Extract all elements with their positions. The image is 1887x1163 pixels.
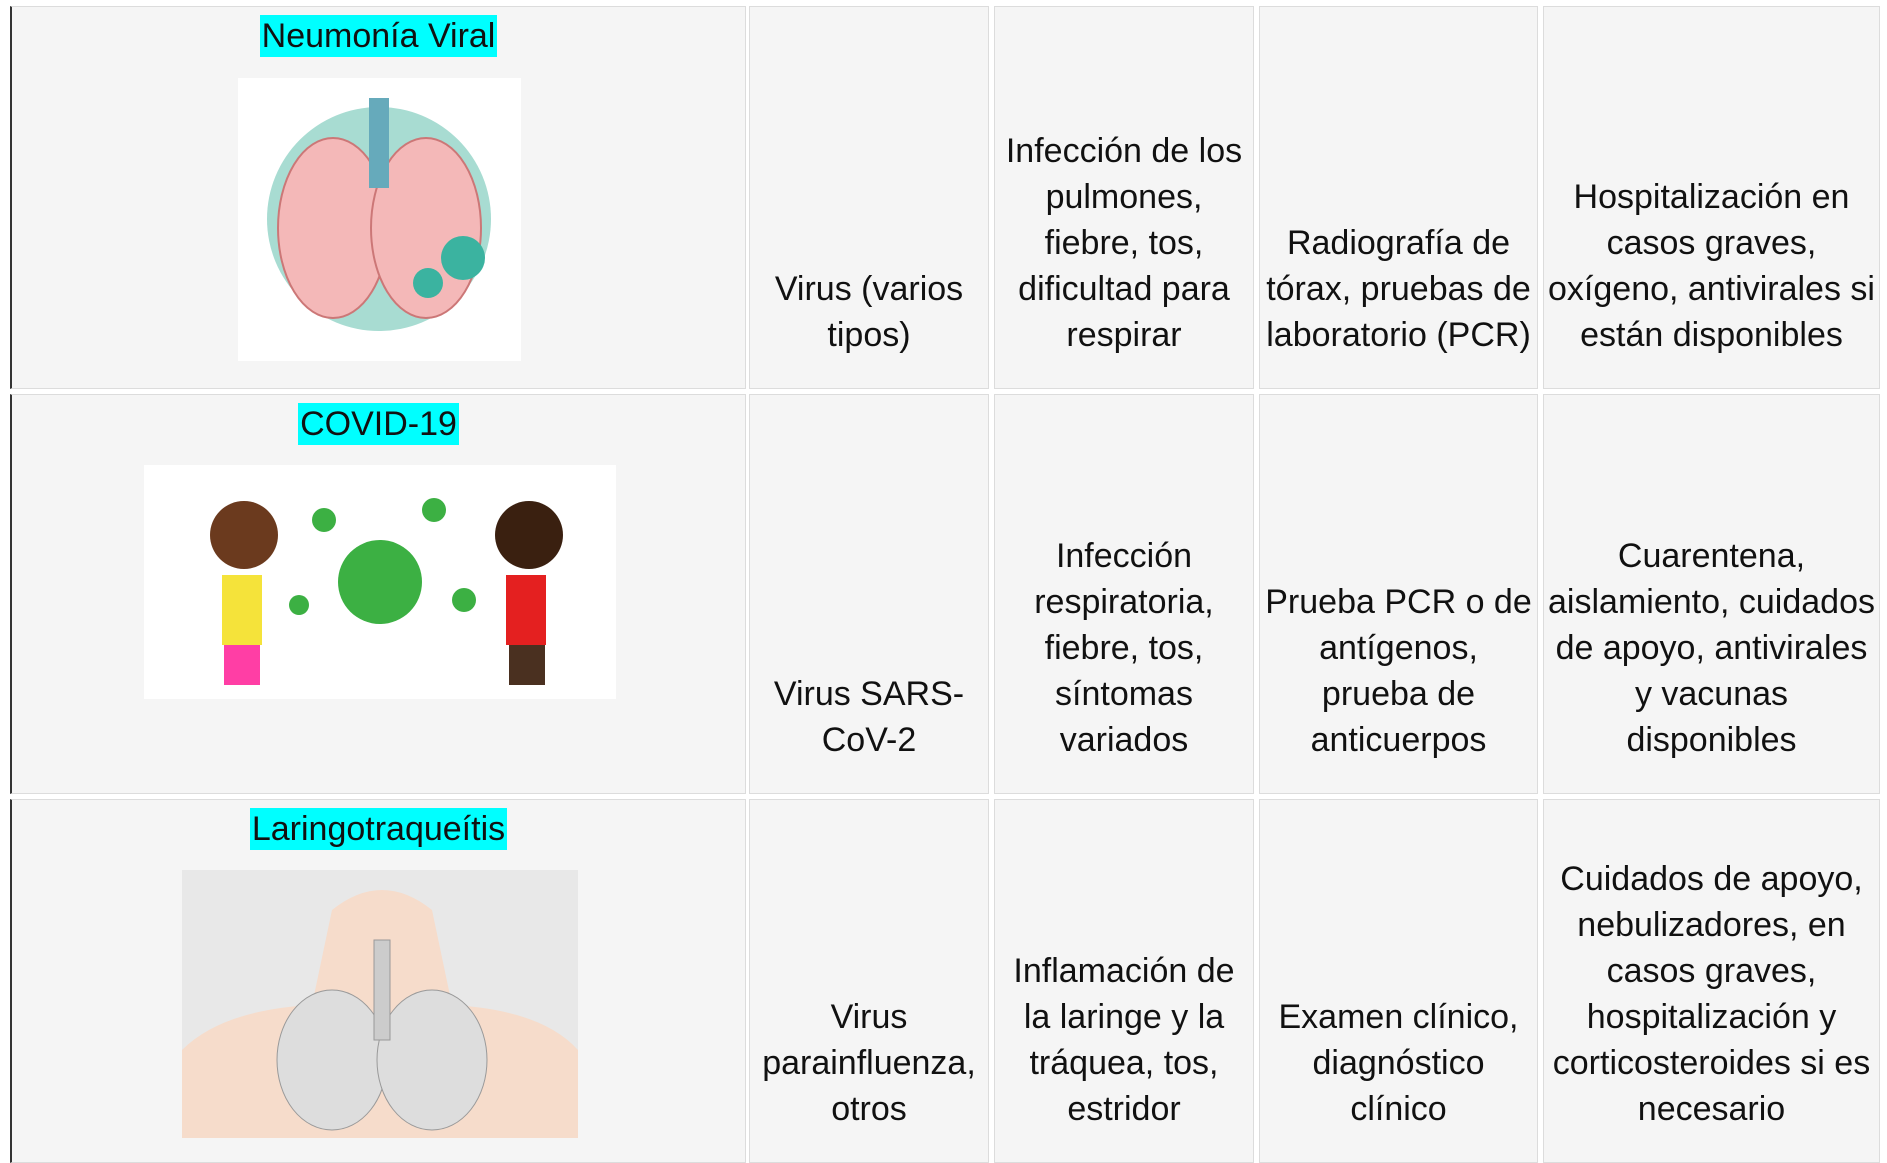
cell-text: Hospitalización en casos graves, oxígeno… — [1548, 178, 1875, 354]
cell-text: Radiografía de tórax, pruebas de laborat… — [1266, 224, 1531, 354]
table-cell: Inflamación de la laringe y la tráquea, … — [994, 799, 1254, 1163]
table-cell: Cuidados de apoyo, nebulizadores, en cas… — [1543, 799, 1880, 1163]
cell-text: Virus SARS-CoV-2 — [773, 675, 965, 759]
table-cell: Virus (varios tipos) — [749, 6, 989, 389]
illustration — [144, 465, 616, 699]
cell-text: Prueba PCR o de antígenos, prueba de ant… — [1265, 583, 1532, 759]
table-cell: Prueba PCR o de antígenos, prueba de ant… — [1259, 394, 1538, 794]
table-cell: Radiografía de tórax, pruebas de laborat… — [1259, 6, 1538, 389]
cell-text: Cuidados de apoyo, nebulizadores, en cas… — [1552, 860, 1871, 1128]
cell-text: Inflamación de la laringe y la tráquea, … — [1013, 952, 1235, 1128]
table-cell: Infección de los pulmones, fiebre, tos, … — [994, 6, 1254, 389]
illustration — [238, 78, 521, 361]
illustration — [182, 870, 578, 1138]
table-cell: Virus SARS-CoV-2 — [749, 394, 989, 794]
cell-text: Cuarentena, aislamiento, cuidados de apo… — [1548, 537, 1875, 759]
table-cell: Infección respiratoria, fiebre, tos, sín… — [994, 394, 1254, 794]
cell-text: Virus parainfluenza, otros — [762, 998, 976, 1128]
table-cell: Virus parainfluenza, otros — [749, 799, 989, 1163]
cell-text: Infección de los pulmones, fiebre, tos, … — [1005, 132, 1243, 354]
disease-title: COVID-19 — [298, 403, 459, 445]
table-cell: Hospitalización en casos graves, oxígeno… — [1543, 6, 1880, 389]
table-cell: Cuarentena, aislamiento, cuidados de apo… — [1543, 394, 1880, 794]
cell-text: Examen clínico, diagnóstico clínico — [1278, 998, 1519, 1128]
cell-text: Virus (varios tipos) — [774, 270, 964, 354]
disease-title: Neumonía Viral — [259, 15, 498, 57]
disease-title: Laringotraqueítis — [249, 808, 508, 850]
cell-text: Infección respiratoria, fiebre, tos, sín… — [1034, 537, 1214, 759]
table-cell: Examen clínico, diagnóstico clínico — [1259, 799, 1538, 1163]
